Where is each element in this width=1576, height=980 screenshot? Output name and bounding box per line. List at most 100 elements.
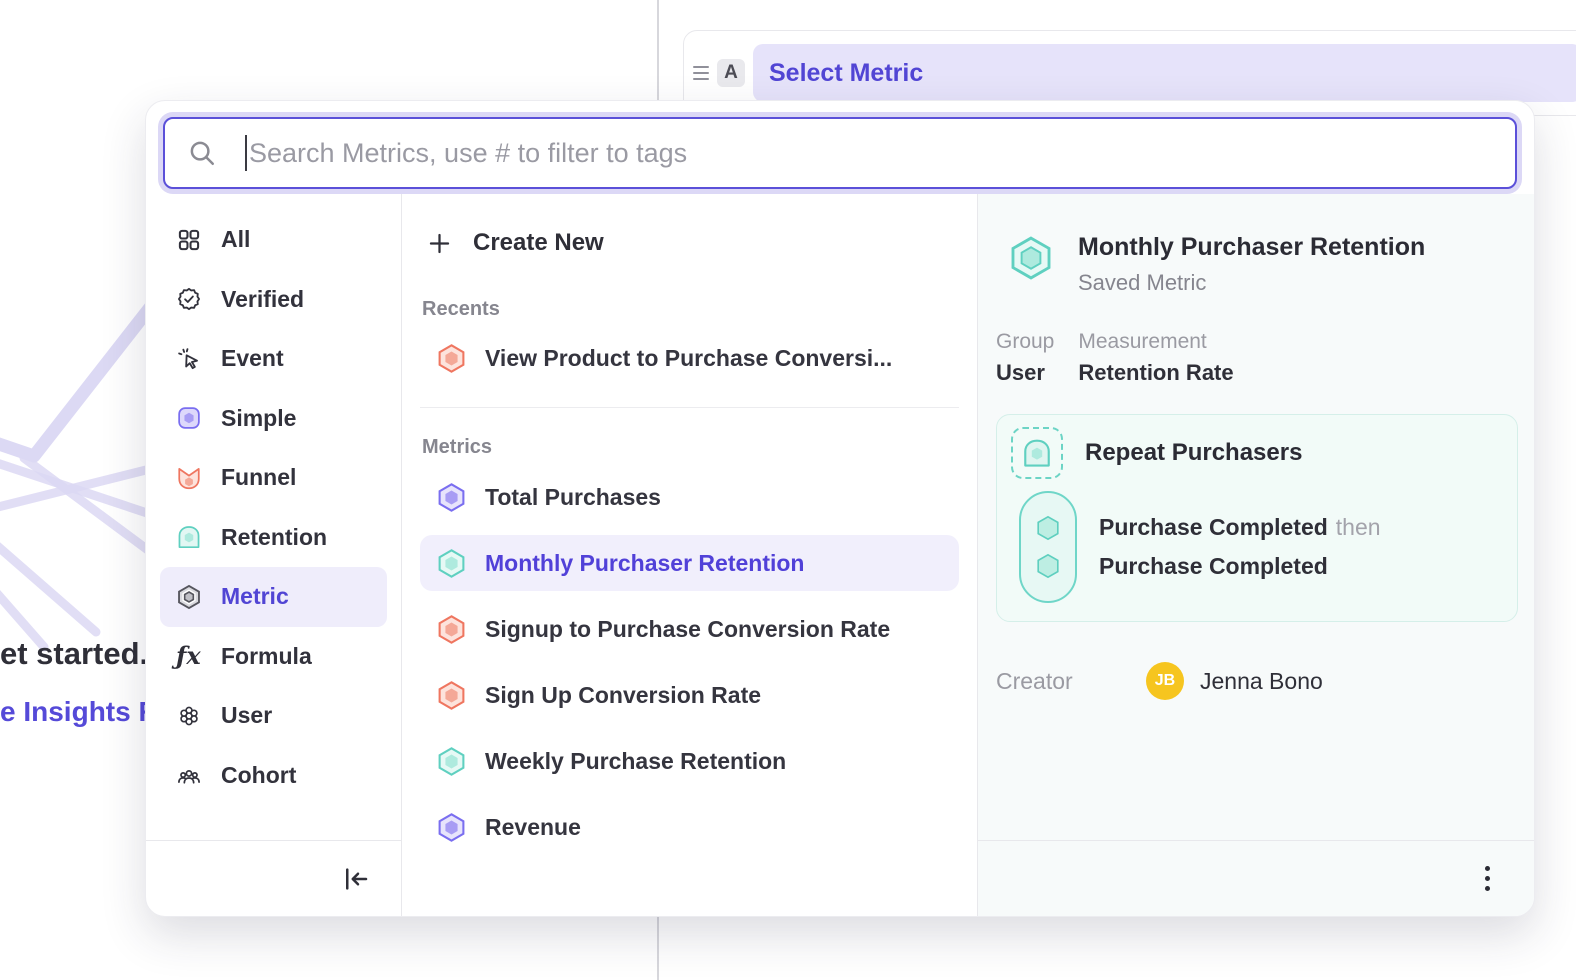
sidebar-item-all[interactable]: All xyxy=(160,210,387,270)
sidebar-item-retention[interactable]: Retention xyxy=(160,508,387,568)
group-label: Group xyxy=(996,330,1055,353)
detail-subtitle: Saved Metric xyxy=(1078,270,1207,295)
search-icon xyxy=(190,141,214,165)
sidebar-item-cohort[interactable]: Cohort xyxy=(160,746,387,806)
teal-hexagon-icon xyxy=(1008,234,1054,282)
event-hexagon-icon xyxy=(1037,553,1059,579)
grid-icon xyxy=(176,227,202,253)
collapse-left-icon xyxy=(346,867,368,890)
metric-detail-panel: Monthly Purchaser Retention Saved Metric… xyxy=(977,194,1534,916)
create-new-button[interactable]: Create New xyxy=(402,216,977,270)
orange-hexagon-icon xyxy=(436,614,467,645)
creator-label: Creator xyxy=(996,667,1073,694)
sidebar-item-label: Formula xyxy=(221,642,312,669)
metric-item-label: Signup to Purchase Conversion Rate xyxy=(485,615,891,642)
behavior-step1: Purchase Completed xyxy=(1099,514,1328,540)
sidebar-item-user[interactable]: User xyxy=(160,686,387,746)
metric-item-total-purchases[interactable]: Total Purchases xyxy=(420,469,959,525)
simple-hexagon-icon xyxy=(176,405,202,431)
teal-hexagon-icon xyxy=(436,746,467,777)
metric-item-label: Sign Up Conversion Rate xyxy=(485,681,762,708)
metric-picker-modal: All Verified xyxy=(145,100,1535,917)
funnel-hexagon-icon xyxy=(176,465,202,491)
creator-row: Creator JB Jenna Bono xyxy=(996,662,1518,700)
metric-item-signup-to-purchase-conversion[interactable]: Signup to Purchase Conversion Rate xyxy=(420,601,959,657)
sidebar-item-label: Cohort xyxy=(221,761,297,788)
background-partial-link-wrap: e Insights Re xyxy=(0,696,148,736)
formula-fx-icon: ƒx xyxy=(176,641,201,671)
retention-arch-icon xyxy=(176,524,202,550)
behavior-title: Repeat Purchasers xyxy=(1085,439,1303,466)
drag-handle-icon[interactable] xyxy=(693,66,709,80)
detail-footer xyxy=(978,840,1534,916)
create-new-label: Create New xyxy=(473,229,604,256)
behavior-step2: Purchase Completed xyxy=(1099,553,1328,579)
select-metric-button[interactable]: Select Metric xyxy=(753,44,1576,102)
creator-avatar: JB xyxy=(1146,662,1184,700)
recent-item[interactable]: View Product to Purchase Conversi... xyxy=(420,329,959,387)
teal-hexagon-icon xyxy=(436,548,467,579)
group-cell: Group User xyxy=(996,330,1054,386)
event-sequence-capsule xyxy=(1019,491,1077,603)
metric-item-label: Total Purchases xyxy=(485,483,661,510)
collapse-sidebar-button[interactable] xyxy=(339,862,373,896)
measurement-label: Measurement xyxy=(1078,330,1207,353)
sidebar-item-label: User xyxy=(221,702,273,729)
metric-item-revenue[interactable]: Revenue xyxy=(420,799,959,855)
more-options-button[interactable] xyxy=(1479,860,1496,897)
search-bar-wrap xyxy=(158,112,1522,194)
metric-item-sign-up-conversion-rate[interactable]: Sign Up Conversion Rate xyxy=(420,667,959,723)
sidebar-item-label: Metric xyxy=(221,583,289,610)
metric-list-column: Create New Recents View Product to Purch… xyxy=(401,194,977,916)
sidebar-item-metric[interactable]: Metric xyxy=(160,567,387,627)
recent-item-label: View Product to Purchase Conversi... xyxy=(485,344,893,371)
purple-hexagon-icon xyxy=(436,812,467,843)
sidebar-item-formula[interactable]: ƒx Formula xyxy=(160,627,387,687)
series-letter-badge[interactable]: A xyxy=(717,59,745,87)
verified-badge-icon xyxy=(176,286,202,312)
sidebar-item-verified[interactable]: Verified xyxy=(160,270,387,330)
behavior-card: Repeat Purchasers xyxy=(996,414,1518,622)
sidebar-item-event[interactable]: Event xyxy=(160,329,387,389)
sidebar-item-label: Event xyxy=(221,345,284,372)
sidebar-item-label: Simple xyxy=(221,404,297,431)
decorative-chart-lines xyxy=(0,300,169,652)
sidebar-item-label: Funnel xyxy=(221,464,297,491)
plus-icon xyxy=(429,233,450,253)
sidebar-footer xyxy=(146,840,401,916)
text-caret xyxy=(245,135,247,171)
sidebar-item-funnel[interactable]: Funnel xyxy=(160,448,387,508)
event-hexagon-icon xyxy=(1037,515,1059,541)
search-box[interactable] xyxy=(163,117,1517,189)
orange-hexagon-icon xyxy=(436,343,467,374)
orange-hexagon-icon xyxy=(436,680,467,711)
cursor-sparkle-icon xyxy=(176,346,202,372)
sidebar-item-label: All xyxy=(221,226,251,253)
metric-item-weekly-purchase-retention[interactable]: Weekly Purchase Retention xyxy=(420,733,959,789)
group-value: User xyxy=(996,360,1045,385)
insights-report-link[interactable]: e Insights Re xyxy=(0,696,148,727)
metric-item-label: Monthly Purchaser Retention xyxy=(485,549,805,576)
detail-title: Monthly Purchaser Retention xyxy=(1078,233,1426,261)
metric-item-label: Weekly Purchase Retention xyxy=(485,747,787,774)
background-partial-heading: et started. xyxy=(0,636,149,671)
select-metric-label: Select Metric xyxy=(769,58,924,87)
metric-item-monthly-purchaser-retention[interactable]: Monthly Purchaser Retention xyxy=(420,535,959,591)
behavior-connector: then xyxy=(1335,514,1381,540)
purple-hexagon-icon xyxy=(436,482,467,513)
sidebar-item-label: Retention xyxy=(221,523,328,550)
metrics-header: Metrics xyxy=(422,436,493,458)
search-input[interactable] xyxy=(249,137,1515,169)
recents-header: Recents xyxy=(422,298,500,320)
sidebar-item-label: Verified xyxy=(221,285,305,312)
list-divider xyxy=(420,407,959,408)
creator-name: Jenna Bono xyxy=(1200,667,1323,694)
retention-behavior-icon xyxy=(1011,427,1063,479)
metric-item-label: Revenue xyxy=(485,813,581,840)
measurement-cell: Measurement Retention Rate xyxy=(1078,330,1233,386)
cohort-people-icon xyxy=(176,762,202,788)
user-cluster-icon xyxy=(176,703,202,729)
type-filter-sidebar: All Verified xyxy=(146,194,401,916)
sidebar-item-simple[interactable]: Simple xyxy=(160,389,387,449)
measurement-value: Retention Rate xyxy=(1078,360,1234,385)
